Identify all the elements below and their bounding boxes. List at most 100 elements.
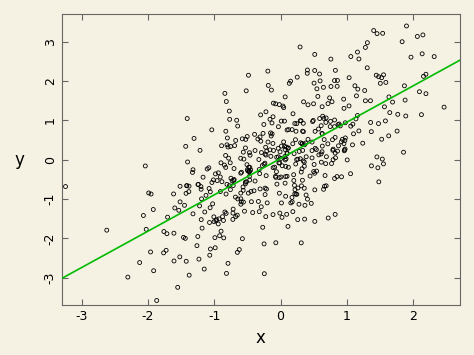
Point (327, 119, 334, 124)
Point (278, 200, 285, 206)
Point (216, 233, 223, 239)
Point (341, 146, 349, 152)
Point (304, 196, 311, 202)
Point (223, 181, 231, 187)
Point (242, 88, 250, 94)
Point (312, 147, 320, 152)
Point (310, 169, 318, 174)
Point (278, 143, 285, 149)
Point (296, 44, 304, 50)
Point (293, 74, 301, 80)
Point (430, 54, 438, 59)
Point (270, 100, 277, 106)
Point (318, 131, 326, 136)
Point (195, 182, 202, 187)
Point (243, 179, 250, 185)
Point (373, 72, 380, 78)
Point (282, 156, 290, 162)
Point (440, 104, 448, 110)
Point (418, 112, 425, 118)
Point (422, 71, 430, 77)
Point (308, 139, 316, 145)
Point (262, 144, 269, 150)
Point (323, 154, 330, 159)
Point (221, 209, 229, 215)
Point (283, 144, 290, 150)
Point (351, 83, 359, 89)
Point (335, 143, 342, 149)
Point (208, 127, 216, 133)
Point (288, 199, 296, 205)
Point (304, 67, 311, 73)
Point (171, 205, 179, 211)
Point (237, 190, 245, 196)
Point (290, 178, 298, 184)
Point (260, 122, 268, 127)
Point (238, 136, 246, 142)
Point (205, 186, 213, 191)
Point (294, 156, 301, 162)
Point (320, 186, 328, 192)
Point (223, 271, 230, 276)
Point (259, 224, 266, 230)
Point (341, 147, 348, 153)
Point (342, 135, 349, 141)
Point (362, 45, 369, 50)
Y-axis label: y: y (14, 151, 24, 169)
Point (329, 146, 337, 152)
Point (255, 198, 262, 204)
Point (259, 131, 267, 136)
Point (327, 84, 335, 89)
Point (195, 312, 202, 317)
Point (260, 241, 268, 247)
Point (378, 136, 385, 142)
Point (355, 56, 363, 62)
Point (283, 151, 291, 157)
Point (281, 180, 289, 186)
Point (289, 141, 297, 147)
Point (281, 118, 288, 124)
Point (245, 164, 253, 170)
Point (284, 146, 292, 151)
Point (217, 160, 225, 166)
Point (230, 177, 238, 182)
Point (240, 156, 247, 162)
Point (419, 32, 427, 38)
Point (246, 168, 253, 174)
Point (245, 190, 252, 196)
Point (268, 131, 276, 137)
Point (319, 84, 327, 90)
Point (210, 219, 218, 224)
Point (401, 83, 408, 89)
Point (263, 148, 271, 154)
Point (291, 187, 299, 192)
Point (329, 157, 337, 163)
Point (385, 133, 392, 139)
Point (402, 113, 410, 119)
Point (302, 140, 310, 146)
Point (234, 123, 241, 129)
Point (264, 200, 271, 206)
Point (322, 120, 329, 125)
Point (345, 103, 353, 109)
Point (367, 98, 374, 104)
Point (310, 162, 318, 167)
Point (285, 127, 292, 132)
Point (349, 142, 356, 148)
Point (214, 221, 222, 227)
Point (163, 247, 170, 253)
Point (180, 235, 187, 240)
Point (298, 240, 305, 246)
Point (381, 104, 388, 110)
Point (212, 218, 220, 224)
Point (331, 124, 338, 130)
Point (337, 123, 344, 129)
Point (142, 226, 150, 232)
Point (232, 138, 239, 143)
Point (222, 191, 230, 197)
Point (347, 171, 355, 176)
Point (241, 208, 248, 214)
Point (207, 246, 214, 252)
Point (300, 99, 308, 105)
Point (247, 189, 255, 194)
